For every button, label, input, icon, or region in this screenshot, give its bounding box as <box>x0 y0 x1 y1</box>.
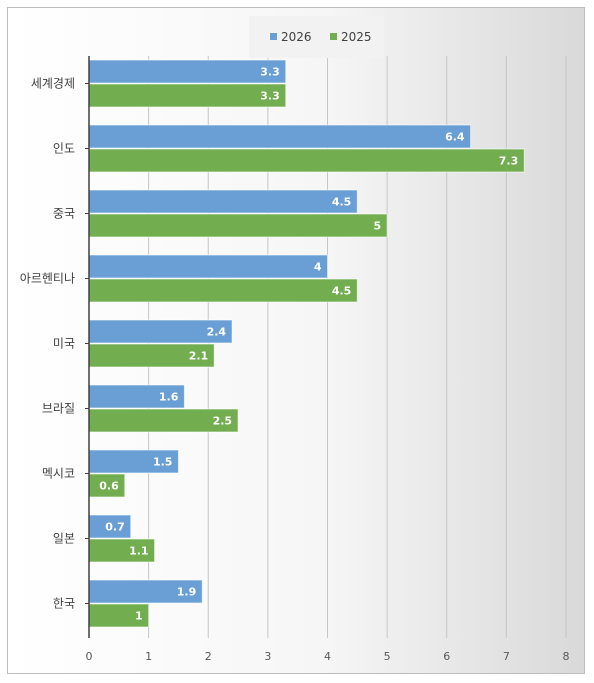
x-tick-label: 2 <box>205 650 212 663</box>
bars: 3.3 3.3 6.4 7.3 4.5 5 4 4.5 2.4 2.1 1.6 2.5 1.5 0.6 0.… <box>88 59 525 628</box>
bar-2026 <box>88 254 328 279</box>
data-label: 5 <box>373 220 381 233</box>
bar-2025 <box>88 148 525 173</box>
bar-2025 <box>88 213 388 238</box>
data-label: 4 <box>314 261 322 274</box>
x-tick-label: 8 <box>563 650 570 663</box>
bar-2026 <box>88 189 358 214</box>
data-label: 6.4 <box>445 131 465 144</box>
bar-2025 <box>88 83 287 108</box>
category-label: 미국 <box>53 337 75 351</box>
category-label: 중국 <box>53 207 75 221</box>
legend-swatch-2026 <box>270 33 277 40</box>
category-label: 일본 <box>53 532 75 546</box>
category-label: 브라질 <box>42 402 75 416</box>
category-label: 아르헨티나 <box>20 272 75 286</box>
data-label: 1.1 <box>129 545 149 558</box>
x-tick-label: 0 <box>86 650 93 663</box>
category-label: 세계경제 <box>31 77 75 91</box>
x-tick-label: 4 <box>324 650 331 663</box>
data-label: 2.5 <box>213 415 233 428</box>
x-tick-label: 5 <box>384 650 391 663</box>
bar-2025 <box>88 278 358 303</box>
legend-swatch-2025 <box>330 33 337 40</box>
legend: 2026 2025 <box>249 16 384 58</box>
bar-2026 <box>88 59 287 84</box>
data-label: 4.5 <box>332 196 352 209</box>
data-label: 1 <box>135 610 143 623</box>
data-label: 1.9 <box>177 586 197 599</box>
category-label: 멕시코 <box>42 467 75 481</box>
data-label: 0.6 <box>99 480 119 493</box>
data-label: 2.1 <box>189 350 209 363</box>
x-tick-label: 7 <box>503 650 510 663</box>
data-label: 4.5 <box>332 285 352 298</box>
data-label: 0.7 <box>105 521 125 534</box>
data-label: 1.6 <box>159 391 179 404</box>
data-label: 2.4 <box>207 326 227 339</box>
x-tick-label: 1 <box>145 650 152 663</box>
data-label: 1.5 <box>153 456 173 469</box>
data-label: 7.3 <box>499 155 519 168</box>
data-label: 3.3 <box>260 90 280 103</box>
x-tick-label: 6 <box>443 650 450 663</box>
category-label: 한국 <box>53 597 75 611</box>
x-tick-label: 3 <box>264 650 271 663</box>
data-label: 3.3 <box>260 66 280 79</box>
legend-label-2026: 2026 <box>281 30 312 44</box>
category-label: 인도 <box>53 142 75 156</box>
bar-2026 <box>88 124 472 149</box>
legend-label-2025: 2025 <box>341 30 372 44</box>
